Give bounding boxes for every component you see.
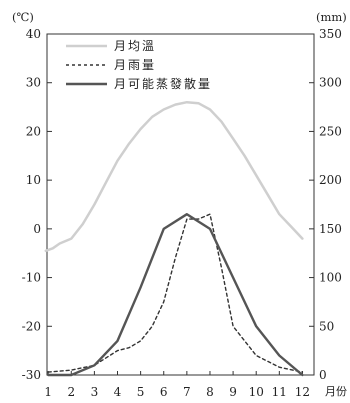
- left-axis-unit: (℃): [12, 10, 34, 24]
- x-axis: 1 2 3 4 5 6 7 8 9 10 11 12: [44, 371, 310, 399]
- right-tick-label: 50: [319, 319, 334, 333]
- left-tick-label: -20: [22, 319, 41, 333]
- legend-label-2: 月雨量: [114, 58, 156, 72]
- right-tick-label: 200: [319, 173, 342, 187]
- right-axis-unit: (mm): [316, 10, 347, 24]
- left-tick-label: 30: [26, 76, 41, 90]
- left-tick-label: -30: [22, 368, 41, 382]
- left-tick-label: 10: [26, 173, 41, 187]
- right-tick-label: 100: [319, 271, 342, 285]
- right-tick-label: 150: [319, 222, 342, 236]
- x-tick-label: 9: [229, 385, 237, 399]
- plot-frame: [46, 33, 315, 376]
- right-axis: 350 300 250 200 150 100 50 0: [309, 27, 342, 382]
- x-tick-label: 7: [183, 385, 191, 399]
- left-axis: 40 30 20 10 0 -10 -20 -30: [22, 27, 52, 382]
- legend-label-1: 月均溫: [114, 39, 156, 53]
- x-tick-label: 10: [249, 385, 264, 399]
- x-tick-label: 12: [295, 385, 310, 399]
- series-layer: [44, 100, 304, 377]
- series-line-2: [47, 213, 304, 373]
- left-tick-label: 20: [26, 124, 41, 138]
- x-tick-label: 1: [44, 385, 52, 399]
- series-line-3: [47, 212, 304, 377]
- x-tick-label: 11: [272, 385, 287, 399]
- x-tick-label: 2: [67, 385, 75, 399]
- x-tick-label: 5: [137, 385, 145, 399]
- right-tick-label: 0: [319, 368, 327, 382]
- legend-label-3: 月可能蒸發散量: [114, 76, 212, 91]
- right-tick-label: 350: [319, 27, 342, 41]
- x-axis-unit: 月份: [325, 385, 347, 398]
- right-tick-label: 250: [319, 124, 342, 138]
- x-tick-label: 3: [91, 385, 99, 399]
- x-tick-label: 6: [160, 385, 168, 399]
- x-tick-label: 8: [206, 385, 214, 399]
- left-tick-label: 40: [26, 27, 41, 41]
- left-tick-label: 0: [33, 222, 41, 236]
- right-tick-label: 300: [319, 76, 342, 90]
- x-tick-label: 4: [114, 385, 122, 399]
- series-line-1: [44, 100, 304, 253]
- left-tick-label: -10: [22, 271, 41, 285]
